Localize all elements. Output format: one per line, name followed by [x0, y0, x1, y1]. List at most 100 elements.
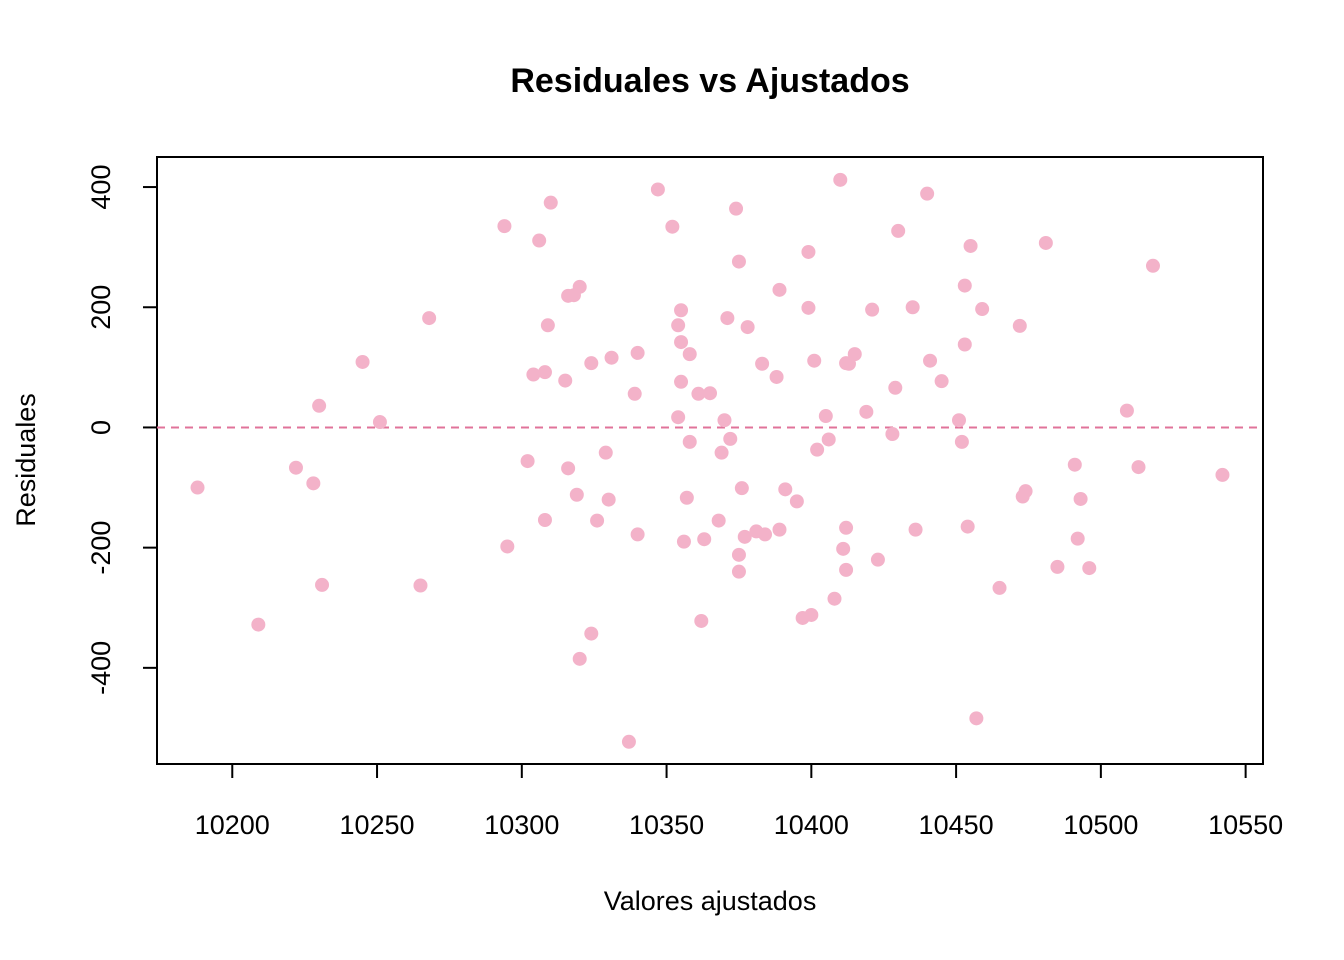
data-point [500, 539, 515, 554]
data-point [561, 461, 576, 476]
data-point [810, 442, 825, 457]
data-point [801, 244, 816, 259]
data-point [355, 354, 370, 369]
data-point [676, 534, 691, 549]
data-point [847, 347, 862, 362]
data-point [650, 182, 665, 197]
data-point [1145, 258, 1160, 273]
data-point [731, 254, 746, 269]
data-point [801, 300, 816, 315]
y-axis: -400 -200 0 200 400 [86, 165, 158, 695]
plot-frame [156, 156, 1264, 765]
data-point [827, 591, 842, 606]
data-point [306, 476, 321, 491]
data-point [598, 445, 613, 460]
data-point [1018, 484, 1033, 499]
data-point [682, 434, 697, 449]
data-point [833, 172, 848, 187]
data-point [413, 578, 428, 593]
data-point [572, 279, 587, 294]
data-point [729, 201, 744, 216]
x-tick-label: 10250 [339, 810, 414, 840]
data-point [755, 356, 770, 371]
y-tick-label: 400 [86, 165, 116, 210]
data-point [674, 303, 689, 318]
data-point [627, 386, 642, 401]
data-point [957, 278, 972, 293]
data-point [630, 345, 645, 360]
data-point [190, 480, 205, 495]
data-point [865, 302, 880, 317]
data-point [714, 445, 729, 460]
data-point [1215, 467, 1230, 482]
data-point [923, 353, 938, 368]
data-point [975, 302, 990, 317]
data-point [540, 318, 555, 333]
data-point [885, 427, 900, 442]
data-point [558, 373, 573, 388]
data-point [1038, 235, 1053, 250]
data-point [1131, 460, 1146, 475]
x-axis: 10200 10250 10300 10350 10400 10450 10500 10550 [195, 763, 1283, 840]
data-point [1119, 403, 1134, 418]
data-point [288, 460, 303, 475]
data-point [969, 711, 984, 726]
y-tick-label: -400 [86, 641, 116, 695]
data-point [960, 519, 975, 534]
data-point [537, 512, 552, 527]
data-point [671, 410, 686, 425]
data-point [772, 282, 787, 297]
y-tick-label: -200 [86, 521, 116, 575]
data-point [251, 617, 266, 632]
data-point [537, 365, 552, 380]
data-point [888, 380, 903, 395]
data-point [870, 552, 885, 567]
data-point [839, 562, 854, 577]
data-point [731, 547, 746, 562]
x-tick-label: 10550 [1208, 810, 1283, 840]
data-point [905, 300, 920, 315]
x-tick-label: 10400 [774, 810, 849, 840]
data-point [711, 513, 726, 528]
data-point [908, 522, 923, 537]
x-tick-label: 10350 [629, 810, 704, 840]
data-point [954, 434, 969, 449]
data-point [526, 367, 541, 382]
data-point [543, 195, 558, 210]
data-point [422, 311, 437, 326]
data-point [584, 626, 599, 641]
data-point [590, 513, 605, 528]
chart-title: Residuales vs Ajustados [510, 62, 909, 100]
data-point [679, 490, 694, 505]
data-point [1073, 491, 1088, 506]
points-layer [190, 172, 1230, 749]
data-point [315, 577, 330, 592]
data-point [992, 580, 1007, 595]
data-point [532, 233, 547, 248]
data-point [497, 219, 512, 234]
data-point [839, 520, 854, 535]
x-axis-label: Valores ajustados [604, 886, 817, 916]
data-point [859, 404, 874, 419]
data-point [665, 219, 680, 234]
data-point [569, 487, 584, 502]
data-point [674, 335, 689, 350]
data-point [963, 238, 978, 253]
data-point [312, 398, 327, 413]
data-point [372, 415, 387, 430]
data-point [957, 337, 972, 352]
data-point [836, 541, 851, 556]
data-point [604, 350, 619, 365]
data-point [691, 386, 706, 401]
data-point [601, 492, 616, 507]
data-point [1012, 318, 1027, 333]
data-point [520, 454, 535, 469]
data-point [821, 432, 836, 447]
x-tick-label: 10300 [484, 810, 559, 840]
data-point [758, 527, 773, 542]
data-point [1070, 531, 1085, 546]
data-point [717, 413, 732, 428]
y-tick-label: 0 [86, 420, 116, 435]
data-point [778, 482, 793, 497]
y-axis-label: Residuales [11, 393, 41, 527]
